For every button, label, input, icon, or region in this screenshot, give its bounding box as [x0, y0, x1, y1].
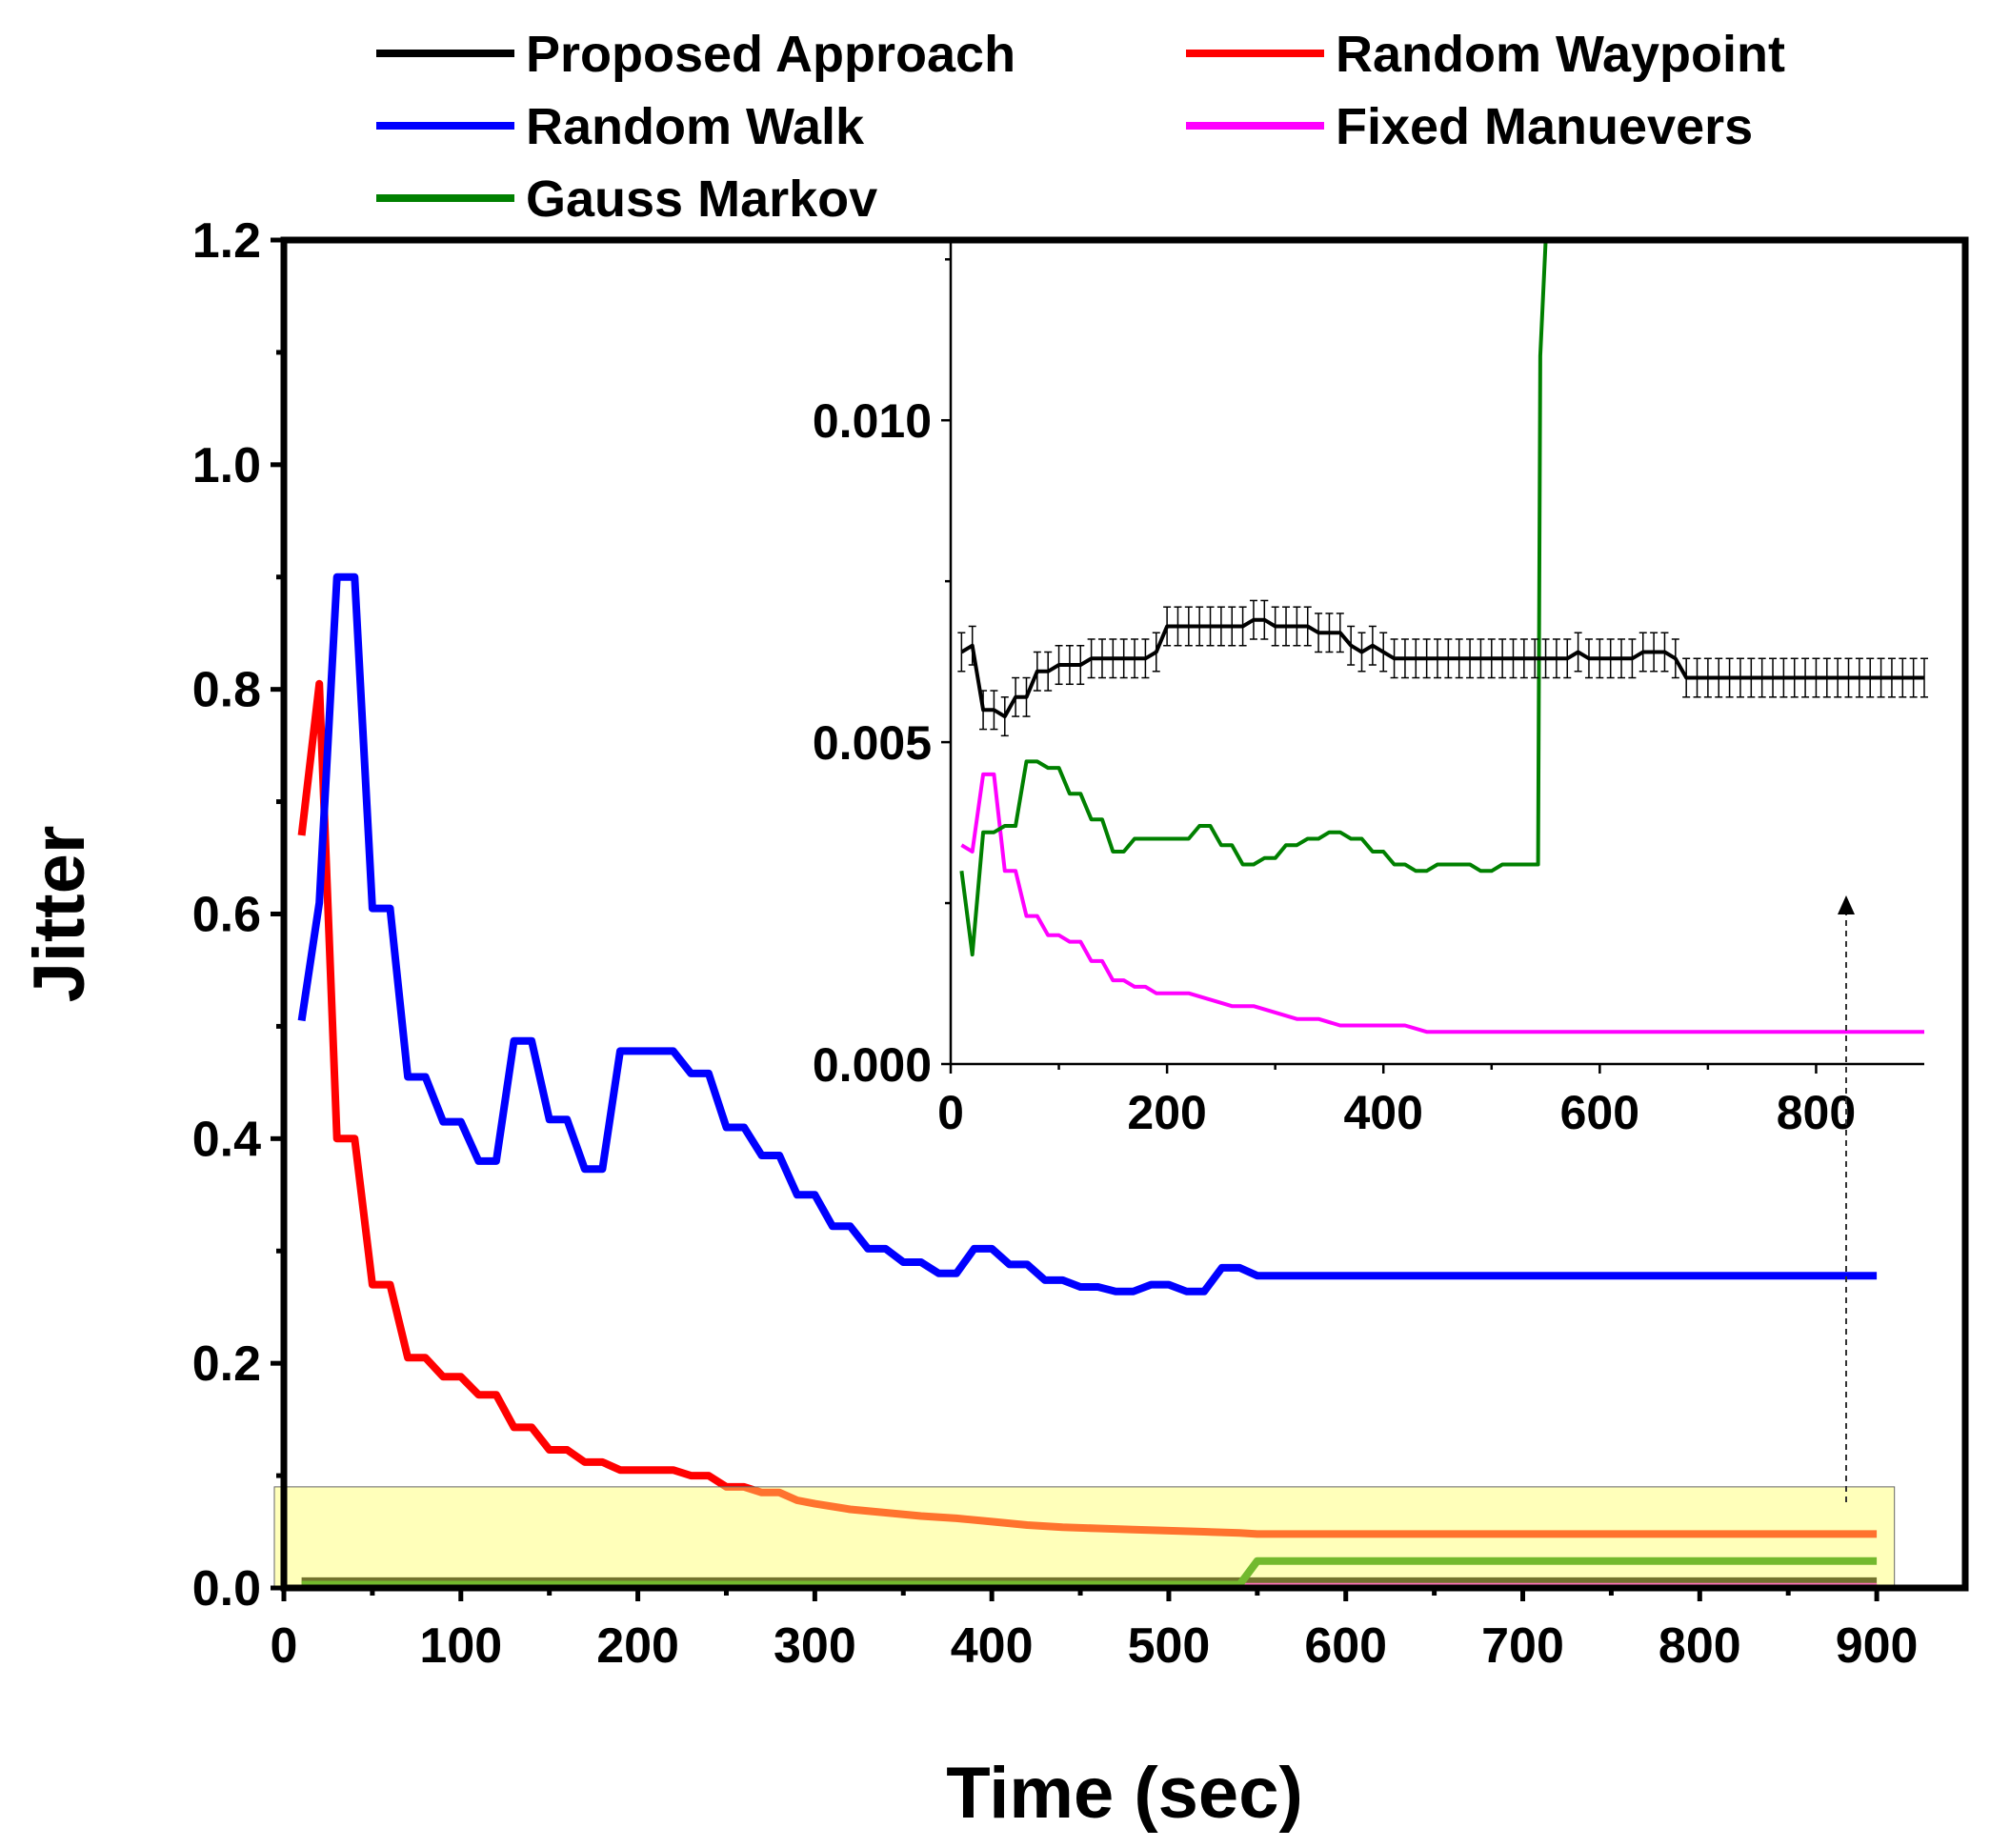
inset-plot: 0.000 0.005 0.010 0 200 400 600 800	[813, 240, 1928, 1139]
zoom-highlight-box	[273, 1486, 1896, 1589]
legend-label-fixed-manuevers: Fixed Manuevers	[1336, 98, 1753, 155]
x-tick-label: 500	[1128, 1618, 1211, 1674]
main-series-group	[297, 572, 1878, 1588]
series-line-random-waypoint	[297, 679, 1878, 1538]
inset-y-tick-label: 0.000	[813, 1038, 932, 1092]
x-tick-label: 100	[419, 1618, 502, 1674]
x-tick-label: 600	[1304, 1618, 1387, 1674]
inset-series-line-gauss-markov	[959, 240, 1548, 957]
inset-axes: 0.000 0.005 0.010 0 200 400 600 800	[813, 240, 1924, 1139]
x-tick-label: 400	[951, 1618, 1034, 1674]
inset-y-tick-label: 0.010	[813, 394, 932, 448]
inset-x-tick-label: 400	[1344, 1086, 1423, 1139]
series-line-random-walk	[297, 572, 1878, 1296]
inset-x-tick-label: 0	[937, 1086, 964, 1139]
legend: Proposed Approach Random Walk Gauss Markov…	[376, 26, 1785, 228]
y-axis-title: Jitter	[19, 826, 100, 1003]
x-tick-label: 0	[271, 1618, 298, 1674]
legend-label-random-walk: Random Walk	[526, 98, 865, 155]
main-plot-frame	[280, 236, 1969, 1592]
y-tick-label: 0.8	[192, 663, 261, 718]
y-tick-label: 1.0	[192, 438, 261, 493]
inset-series-line-fixed-manuevers	[960, 772, 1924, 1034]
x-axis-title: Time (sec)	[946, 1753, 1303, 1834]
x-tick-label: 200	[596, 1618, 679, 1674]
inset-y-tick-label: 0.005	[813, 716, 932, 770]
legend-label-gauss-markov: Gauss Markov	[526, 171, 877, 228]
zoom-highlight-group	[273, 1486, 1896, 1589]
y-tick-label: 0.0	[192, 1561, 261, 1617]
y-tick-label: 0.6	[192, 888, 261, 943]
legend-label-random-waypoint: Random Waypoint	[1336, 26, 1785, 83]
inset-series-line-proposed-approach	[960, 617, 1924, 719]
x-tick-label: 700	[1481, 1618, 1564, 1674]
zoom-arrow-annotation	[1838, 895, 1855, 1502]
main-axes: 0.0 0.2 0.4 0.6 0.8 1.0 1.2 0 100 200 300 400 500 600…	[19, 213, 1969, 1834]
x-tick-label: 900	[1836, 1618, 1919, 1674]
legend-label-proposed-approach: Proposed Approach	[526, 26, 1015, 83]
zoom-arrow-head	[1838, 895, 1855, 914]
y-tick-label: 0.2	[192, 1336, 261, 1392]
inset-series-group	[957, 240, 1928, 1034]
inset-x-tick-label: 800	[1777, 1086, 1856, 1139]
y-tick-label: 0.4	[192, 1112, 261, 1167]
y-tick-label: 1.2	[192, 213, 261, 269]
x-tick-label: 300	[774, 1618, 856, 1674]
inset-x-tick-label: 600	[1560, 1086, 1639, 1139]
inset-x-tick-label: 200	[1127, 1086, 1206, 1139]
x-tick-label: 800	[1658, 1618, 1741, 1674]
